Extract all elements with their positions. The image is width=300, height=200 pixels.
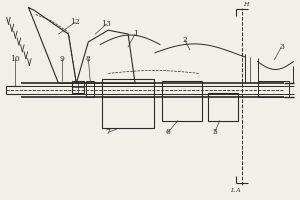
Text: 5: 5 (212, 128, 217, 136)
Bar (162, 81, 202, 121)
Text: L A: L A (230, 188, 240, 193)
Text: 6: 6 (166, 128, 170, 136)
Text: 13: 13 (101, 20, 111, 28)
Bar (72, 81, 84, 93)
Text: 3: 3 (279, 43, 284, 51)
Bar (102, 79, 154, 128)
Text: 9: 9 (60, 55, 65, 63)
Text: 2: 2 (182, 36, 187, 44)
Text: 1: 1 (133, 30, 137, 38)
Text: 12: 12 (70, 18, 80, 26)
Bar (257, 81, 290, 97)
Text: 7: 7 (106, 128, 111, 136)
Text: 10: 10 (10, 55, 20, 63)
Text: 8: 8 (86, 55, 91, 63)
Bar (208, 93, 238, 121)
Text: H: H (244, 2, 249, 7)
Bar (86, 81, 94, 97)
